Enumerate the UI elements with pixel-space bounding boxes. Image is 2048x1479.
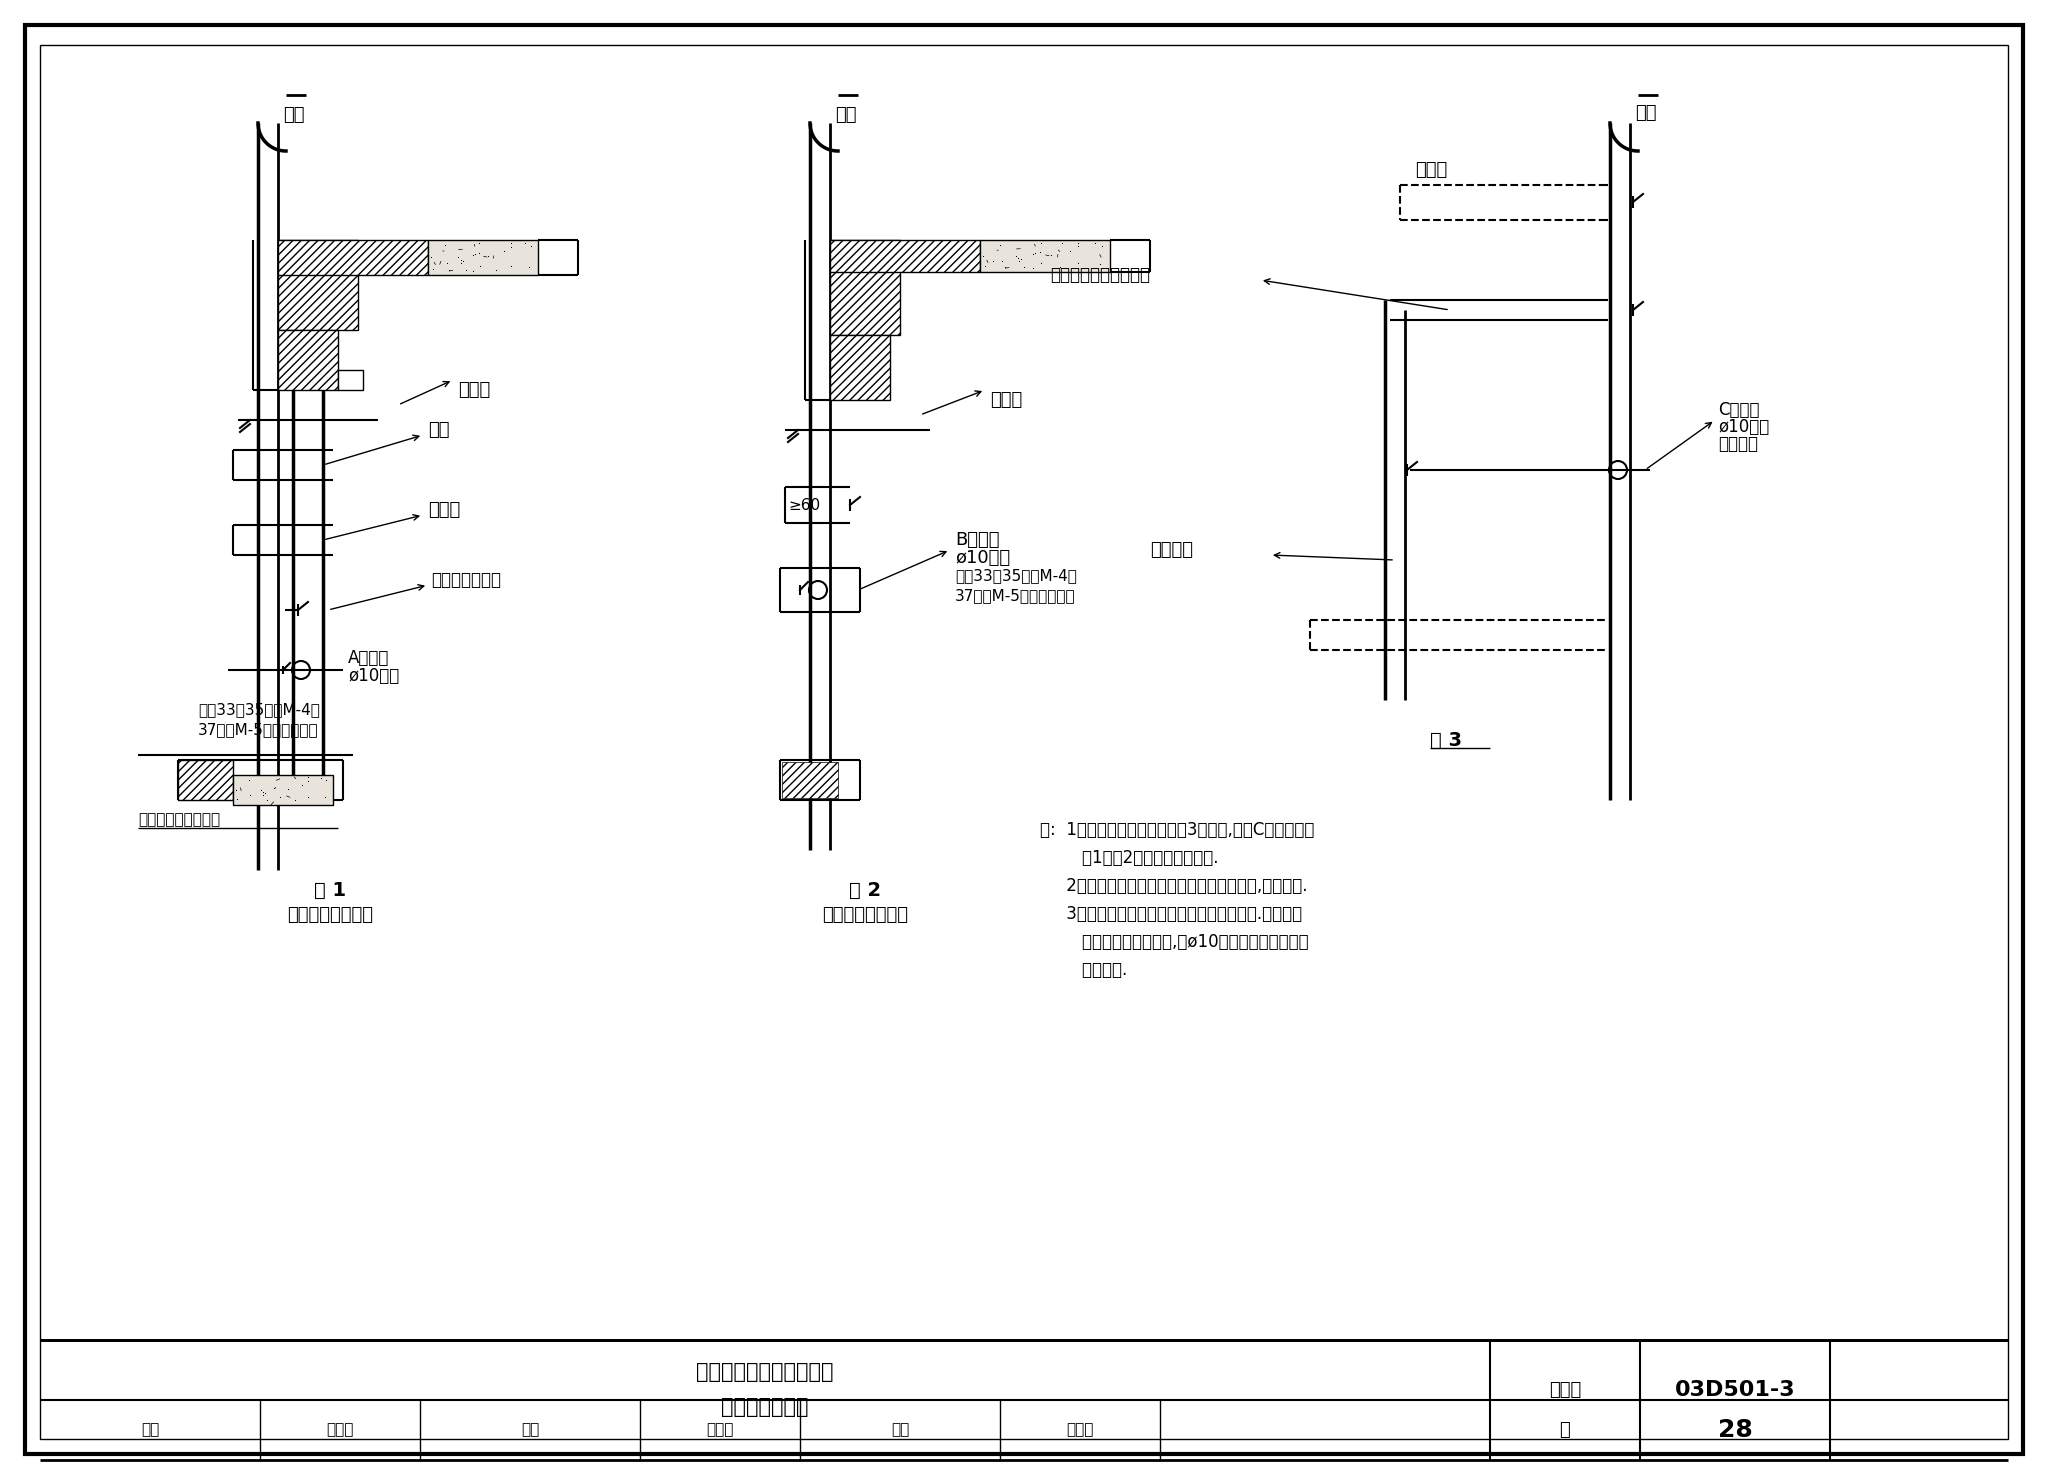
Text: 引至33或35页的M-4或: 引至33或35页的M-4或	[954, 568, 1077, 584]
Bar	[279, 330, 338, 390]
Text: 钢梯: 钢梯	[283, 106, 305, 124]
Text: 敷设有专设接闪网时,用ø10圆钢将钢梯就近与接: 敷设有专设接闪网时,用ø10圆钢将钢梯就近与接	[1040, 933, 1309, 951]
Bar	[428, 240, 539, 275]
Text: 图 1: 图 1	[313, 880, 346, 899]
Text: 2．当天窗采用钢质且钢梯直接焊于其上时,不需连接.: 2．当天窗采用钢质且钢梯直接焊于其上时,不需连接.	[1040, 877, 1307, 895]
Text: 28: 28	[1718, 1418, 1753, 1442]
Text: 焊接于钢立柱上: 焊接于钢立柱上	[430, 571, 502, 589]
Text: ø10圆钢: ø10圆钢	[1718, 419, 1769, 436]
Text: 钢立柱: 钢立柱	[428, 501, 461, 519]
Text: 37页的M-5处并焊于其上: 37页的M-5处并焊于其上	[199, 723, 319, 738]
Text: （无钢立柱方案）: （无钢立柱方案）	[821, 907, 907, 924]
Text: 天窗架: 天窗架	[1415, 161, 1448, 179]
Text: 设计: 设计	[891, 1423, 909, 1438]
Bar	[178, 760, 233, 800]
Text: 钢筋混凝土天窗架端壁处: 钢筋混凝土天窗架端壁处	[696, 1362, 834, 1381]
Text: 注:  1．当天窗端头的做法如图3所示时,则将C连接线连至: 注: 1．当天窗端头的做法如图3所示时,则将C连接线连至	[1040, 821, 1315, 839]
Bar	[829, 336, 891, 399]
Text: ø10圆钢: ø10圆钢	[348, 667, 399, 685]
Text: 天窗端壁: 天窗端壁	[1151, 541, 1194, 559]
Text: 钢梯的防雷连接: 钢梯的防雷连接	[721, 1398, 809, 1417]
Text: 车间屋面: 车间屋面	[1718, 435, 1757, 453]
Text: 图集号: 图集号	[1548, 1381, 1581, 1399]
Text: 山务信: 山务信	[326, 1423, 354, 1438]
Text: 天窗架: 天窗架	[989, 390, 1022, 410]
Text: 3．本图为利用屋面钢筋网做接闪器的做法.当天窗顶: 3．本图为利用屋面钢筋网做接闪器的做法.当天窗顶	[1040, 905, 1303, 923]
Text: A连接线: A连接线	[348, 649, 389, 667]
Bar	[279, 240, 358, 330]
Text: ≥60: ≥60	[788, 497, 819, 513]
Text: C连接线: C连接线	[1718, 401, 1759, 419]
Text: 松维勇: 松维勇	[1067, 1423, 1094, 1438]
Text: 钢梯: 钢梯	[836, 106, 856, 124]
Text: 钢梯: 钢梯	[1634, 104, 1657, 121]
Text: 校对: 校对	[520, 1423, 539, 1438]
Text: 蕾乃根: 蕾乃根	[707, 1423, 733, 1438]
Bar	[338, 370, 362, 390]
Text: 闪网连接.: 闪网连接.	[1040, 961, 1126, 979]
Text: 页: 页	[1561, 1421, 1571, 1439]
Text: ø10圆钢: ø10圆钢	[954, 549, 1010, 566]
Text: 03D501-3: 03D501-3	[1675, 1380, 1796, 1401]
Text: 图 3: 图 3	[1430, 731, 1462, 750]
Text: 图 2: 图 2	[850, 880, 881, 899]
Text: 焊接: 焊接	[428, 422, 449, 439]
Bar	[233, 775, 334, 805]
Text: 37页的M-5处并焊于其上: 37页的M-5处并焊于其上	[954, 589, 1075, 603]
Text: 天窗架: 天窗架	[459, 382, 489, 399]
Text: 图1或图2所指出的预埋件上.: 图1或图2所指出的预埋件上.	[1040, 849, 1219, 867]
Bar	[829, 240, 981, 272]
Text: 钢筋混凝土屋架上弦: 钢筋混凝土屋架上弦	[137, 812, 219, 827]
Bar	[782, 762, 838, 799]
Text: B连接线: B连接线	[954, 531, 999, 549]
Bar	[829, 240, 899, 336]
Bar	[981, 240, 1110, 272]
Text: 审核: 审核	[141, 1423, 160, 1438]
Bar	[279, 240, 428, 275]
Text: 天窗端壁上预埋的钢板: 天窗端壁上预埋的钢板	[1051, 266, 1151, 284]
Text: 引至33或35页的M-4或: 引至33或35页的M-4或	[199, 703, 319, 717]
Text: （有钢立柱方案）: （有钢立柱方案）	[287, 907, 373, 924]
